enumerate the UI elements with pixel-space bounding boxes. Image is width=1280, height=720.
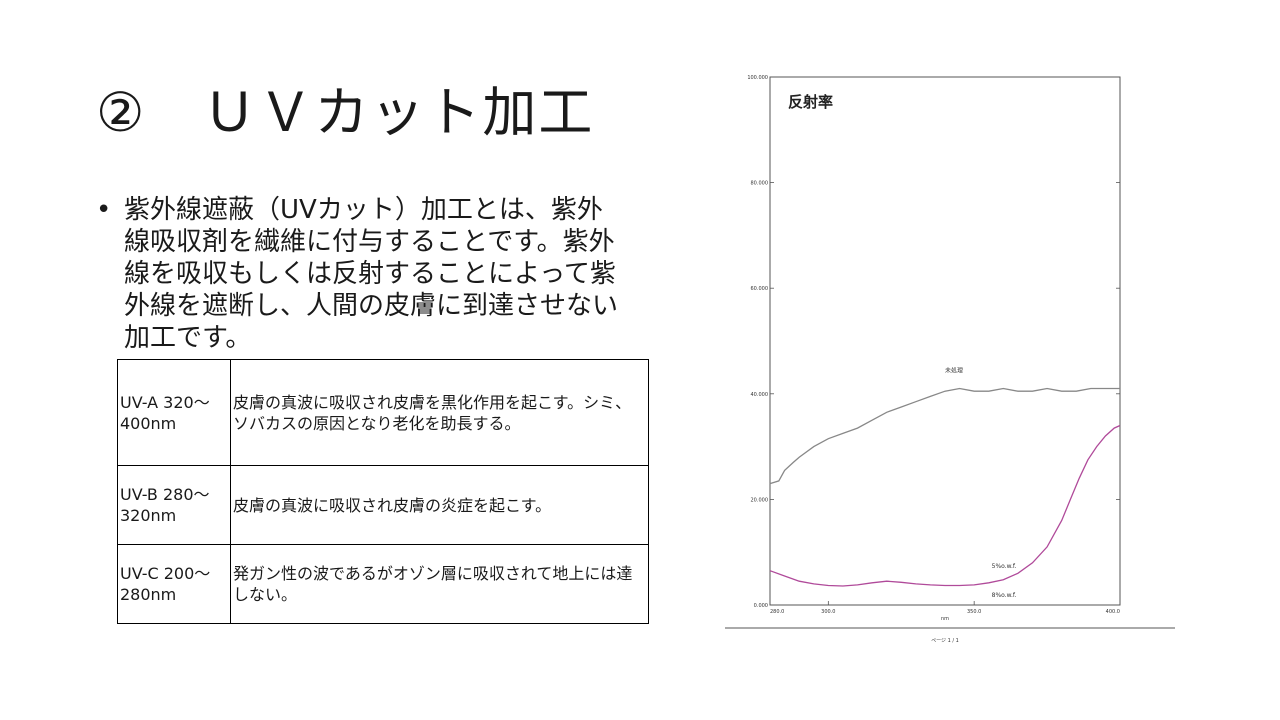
series-line bbox=[769, 387, 1120, 485]
slide-title: ② ＵＶカット加工 bbox=[96, 81, 595, 144]
table-row: UV-A 320〜400nm 皮膚の真波に吸収され皮膚を黒化作用を起こす。シミ、… bbox=[117, 359, 649, 466]
x-axis: 280.0 300.0 350.0 400.0 bbox=[769, 601, 1121, 615]
y-tick-label: 40.000 bbox=[751, 392, 769, 398]
x-tick-label: 400.0 bbox=[1106, 609, 1120, 615]
x-tick-label: 300.0 bbox=[821, 609, 835, 615]
table-row: UV-B 280〜320nm 皮膚の真波に吸収され皮膚の炎症を起こす。 bbox=[117, 465, 649, 545]
y-tick-label: 0.000 bbox=[754, 603, 768, 609]
table-row: UV-C 200〜280nm 発ガン性の波であるがオゾン層に吸収されて地上には達… bbox=[117, 544, 649, 624]
series-line bbox=[769, 424, 1121, 587]
series-group bbox=[769, 387, 1121, 587]
y-tick-label: 60.000 bbox=[751, 286, 769, 292]
uv-band-cell: UV-A 320〜400nm bbox=[117, 359, 231, 466]
annotation-label: 8%o.w.f. bbox=[992, 592, 1017, 599]
uv-table: UV-A 320〜400nm 皮膚の真波に吸収され皮膚を黒化作用を起こす。シミ、… bbox=[117, 359, 649, 624]
annotations: 未処理 5%o.w.f. 8%o.w.f. bbox=[945, 367, 1017, 599]
plot-frame bbox=[769, 76, 1121, 606]
chart-title: 反射率 bbox=[788, 93, 833, 111]
uv-description-cell: 皮膚の真波に吸収され皮膚を黒化作用を起こす。シミ、ソバカスの原因となり老化を助長… bbox=[230, 359, 649, 466]
uv-band-cell: UV-B 280〜320nm bbox=[117, 465, 231, 545]
y-axis: 0.000 20.000 40.000 60.000 80.000 100.000 bbox=[747, 75, 1120, 609]
y-tick-label: 20.000 bbox=[751, 497, 769, 503]
x-tick-label: 280.0 bbox=[770, 609, 784, 615]
x-tick-label: 350.0 bbox=[967, 609, 981, 615]
page-footer: ページ 1 / 1 bbox=[931, 638, 959, 644]
reflectance-chart: 反射率 0.000 20.000 40.000 60.000 80.000 100.000… bbox=[725, 75, 1175, 644]
x-axis-label: nm bbox=[941, 616, 949, 622]
uv-description-cell: 発ガン性の波であるがオゾン層に吸収されて地上には達しない。 bbox=[230, 544, 649, 624]
y-tick-label: 100.000 bbox=[747, 75, 768, 81]
annotation-label: 未処理 bbox=[945, 367, 963, 375]
bullet-text: 紫外線遮蔽（UVカット）加工とは、紫外線吸収剤を繊維に付与することです。紫外線を… bbox=[124, 195, 619, 353]
uv-description-cell: 皮膚の真波に吸収され皮膚の炎症を起こす。 bbox=[230, 465, 649, 545]
bullet-dot: • bbox=[96, 195, 112, 225]
annotation-label: 5%o.w.f. bbox=[992, 563, 1017, 570]
bullet-point: • 紫外線遮蔽（UVカット）加工とは、紫外線吸収剤を繊維に付与することです。紫外… bbox=[96, 194, 626, 354]
y-tick-label: 80.000 bbox=[751, 181, 769, 187]
uv-band-cell: UV-C 200〜280nm bbox=[117, 544, 231, 624]
